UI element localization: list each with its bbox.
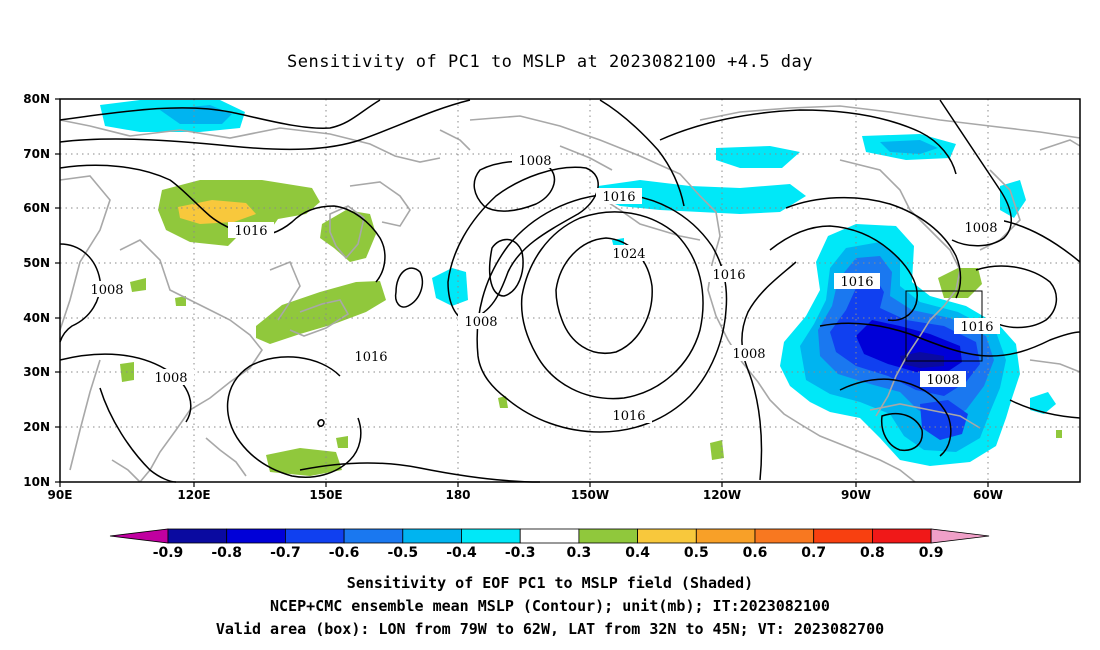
lon-label: 120W [703, 488, 741, 502]
colorbar-label: -0.8 [211, 545, 242, 561]
lon-label: 90W [841, 488, 871, 502]
contour-label: 1008 [926, 373, 959, 388]
colorbar-label: 0.6 [743, 545, 768, 561]
lat-label: 60N [23, 201, 50, 215]
contour-label: 1016 [840, 275, 873, 290]
figure-title: Sensitivity of PC1 to MSLP at 2023082100… [287, 52, 813, 72]
contour-label: 1008 [464, 315, 497, 330]
colorbar: -0.9 -0.8 -0.7 -0.6 -0.5 -0.4 -0.3 0.3 0.4 0.5 0.6… [109, 528, 990, 561]
coastlines [59, 105, 1081, 483]
colorbar-bin [637, 528, 697, 544]
contour-label: 1016 [960, 320, 993, 335]
colorbar-label: -0.9 [153, 545, 184, 561]
contour-label: 1016 [712, 268, 745, 283]
tick-marks [55, 98, 989, 487]
colorbar-bin [872, 528, 932, 544]
colorbar-bin [754, 528, 815, 544]
colorbar-bin [402, 528, 462, 544]
colorbar-label: -0.5 [387, 545, 418, 561]
contour-label: 1016 [234, 224, 267, 239]
lat-label: 30N [23, 365, 50, 379]
colorbar-bin [519, 528, 580, 544]
latitude-labels: 80N 70N 60N 50N 40N 30N 20N 10N [23, 92, 50, 489]
shade-nw-pacific [256, 281, 386, 344]
colorbar-label: 0.5 [684, 545, 709, 561]
contour-label: 1008 [732, 347, 765, 362]
colorbar-bin [813, 528, 873, 544]
colorbar-high-arrow [930, 528, 990, 544]
shade-tropical-w-pacific [266, 448, 342, 476]
lon-label: 90E [48, 488, 73, 502]
map-panel: 1008 1016 1024 1016 1008 1016 1008 1016 … [23, 92, 1081, 502]
lat-label: 80N [23, 92, 50, 106]
contour-label: 1008 [90, 283, 123, 298]
lon-label: 120E [177, 488, 210, 502]
colorbar-label: 0.3 [566, 545, 591, 561]
colorbar-bin [343, 528, 404, 544]
lat-label: 10N [23, 475, 50, 489]
lat-label: 70N [23, 147, 50, 161]
contour-label: 1024 [612, 247, 645, 262]
shade-kamchatka [320, 210, 376, 262]
map-border [59, 98, 1081, 483]
lon-label: 180 [445, 488, 470, 502]
colorbar-label: -0.4 [446, 545, 477, 561]
colorbar-label: 0.8 [860, 545, 885, 561]
colorbar-bin [284, 528, 345, 544]
colorbar-label: -0.7 [270, 545, 301, 561]
contour-label: 1008 [518, 154, 551, 169]
colorbar-bin [226, 528, 286, 544]
contour-labels: 1008 1016 1024 1016 1008 1016 1008 1016 … [84, 152, 1004, 424]
lon-label: 60W [973, 488, 1003, 502]
mslp-contours [59, 99, 1081, 483]
colorbar-label: 0.7 [801, 545, 826, 561]
lat-label: 40N [23, 311, 50, 325]
lon-label: 150E [309, 488, 342, 502]
shade-central-pacific [432, 268, 468, 306]
contour-label: 1008 [154, 371, 187, 386]
colorbar-bin [578, 528, 639, 544]
colorbar-label: -0.6 [329, 545, 360, 561]
contour-label: 1016 [602, 190, 635, 205]
contour-label: 1016 [612, 409, 645, 424]
longitude-labels: 90E 120E 150E 180 150W 120W 90W 60W [48, 488, 1003, 502]
caption-line-1: Sensitivity of EOF PC1 to MSLP field (Sh… [347, 574, 753, 592]
colorbar-bin [167, 528, 228, 544]
colorbar-label: 0.4 [625, 545, 650, 561]
colorbar-label: 0.9 [919, 545, 944, 561]
caption-line-2: NCEP+CMC ensemble mean MSLP (Contour); u… [270, 597, 830, 615]
colorbar-label: -0.3 [505, 545, 536, 561]
grid-lines [60, 99, 1080, 482]
colorbar-bin [461, 528, 521, 544]
colorbar-bin [695, 528, 756, 544]
caption-line-3: Valid area (box): LON from 79W to 62W, L… [216, 620, 884, 638]
contour-label: 1008 [964, 221, 997, 236]
lat-label: 20N [23, 420, 50, 434]
contour-label: 1016 [354, 350, 387, 365]
lat-label: 50N [23, 256, 50, 270]
lon-label: 150W [571, 488, 609, 502]
colorbar-low-arrow [109, 528, 169, 544]
